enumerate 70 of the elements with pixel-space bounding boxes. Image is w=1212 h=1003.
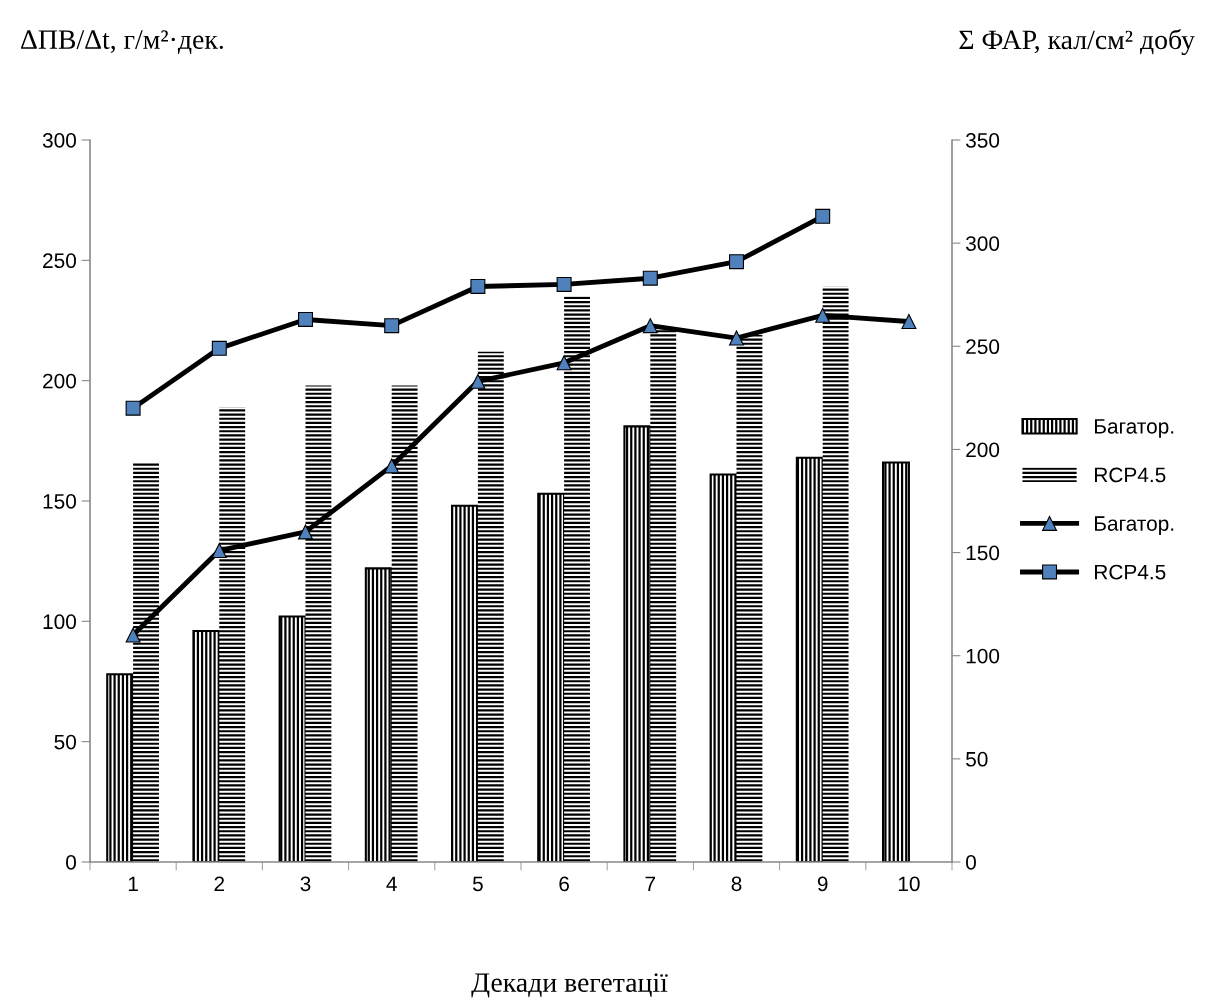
point bbox=[211, 340, 227, 356]
point bbox=[642, 270, 658, 286]
x-tick-label: 7 bbox=[645, 876, 656, 891]
bar bbox=[564, 296, 590, 862]
y2-tick-label: 0 bbox=[966, 855, 976, 870]
x-tick-label: 6 bbox=[559, 876, 569, 892]
bar bbox=[882, 461, 910, 862]
x-tick-label: 2 bbox=[214, 876, 225, 891]
y-tick-label: 100 bbox=[43, 614, 76, 630]
bar bbox=[451, 504, 479, 862]
point bbox=[729, 254, 744, 270]
legend-label: Багатор. bbox=[1095, 419, 1174, 438]
point bbox=[470, 373, 486, 389]
bar bbox=[278, 615, 307, 862]
bar bbox=[364, 567, 393, 862]
y2-tick-label: 200 bbox=[966, 442, 1000, 458]
bar bbox=[219, 407, 246, 862]
bar bbox=[537, 492, 566, 862]
y2-tick-label: 150 bbox=[966, 545, 1000, 561]
y2-tick-label: 100 bbox=[966, 648, 1000, 664]
y-tick-label: 50 bbox=[54, 734, 76, 750]
y-tick-label: 250 bbox=[43, 253, 76, 269]
bar bbox=[822, 286, 849, 862]
point bbox=[384, 318, 400, 334]
bar bbox=[106, 673, 135, 862]
point bbox=[556, 355, 572, 371]
y-axis-title: ΔПВ/Δt, г/м²·дек. bbox=[21, 30, 223, 55]
point bbox=[642, 318, 658, 334]
point bbox=[901, 314, 917, 330]
bar bbox=[650, 327, 677, 862]
point bbox=[815, 307, 831, 323]
x-tick-label: 10 bbox=[898, 876, 920, 892]
x-axis-title: Декади вегетації bbox=[471, 973, 668, 998]
point bbox=[556, 276, 572, 292]
x-tick-label: 1 bbox=[128, 876, 138, 891]
x-tick-label: 8 bbox=[731, 876, 742, 892]
x-tick-label: 5 bbox=[472, 876, 483, 892]
bar bbox=[305, 385, 332, 862]
bar bbox=[477, 351, 504, 862]
bar bbox=[709, 473, 738, 862]
y2-axis-title: Σ ФАР, кал/см² добу bbox=[959, 29, 1195, 55]
y-tick-label: 150 bbox=[43, 494, 76, 509]
y2-tick-label: 350 bbox=[965, 133, 1000, 148]
point bbox=[125, 400, 141, 416]
point bbox=[384, 458, 400, 474]
bar bbox=[795, 456, 824, 862]
bar bbox=[192, 629, 221, 862]
y-tick-label: 200 bbox=[43, 373, 76, 389]
bar bbox=[133, 462, 159, 862]
y2-tick-label: 250 bbox=[966, 339, 1000, 355]
y-tick-label: 0 bbox=[66, 855, 76, 870]
y2-tick-label: 300 bbox=[965, 236, 1000, 251]
legend-label: RCP4.5 bbox=[1095, 564, 1166, 580]
y2-tick-label: 50 bbox=[966, 751, 988, 767]
y-tick-label: 300 bbox=[42, 133, 76, 148]
x-tick-label: 3 bbox=[300, 876, 311, 892]
legend-label: RCP4.5 bbox=[1095, 467, 1166, 483]
bar bbox=[736, 334, 763, 862]
point bbox=[729, 330, 744, 346]
point bbox=[815, 208, 831, 224]
legend-label: Багатор. bbox=[1095, 516, 1174, 535]
point bbox=[211, 543, 227, 559]
x-tick-label: 9 bbox=[817, 876, 828, 892]
point bbox=[298, 311, 313, 327]
bar bbox=[623, 425, 652, 862]
point bbox=[125, 627, 141, 643]
point bbox=[298, 524, 313, 540]
point bbox=[470, 278, 486, 294]
bar bbox=[391, 385, 418, 862]
x-tick-label: 4 bbox=[386, 876, 397, 891]
